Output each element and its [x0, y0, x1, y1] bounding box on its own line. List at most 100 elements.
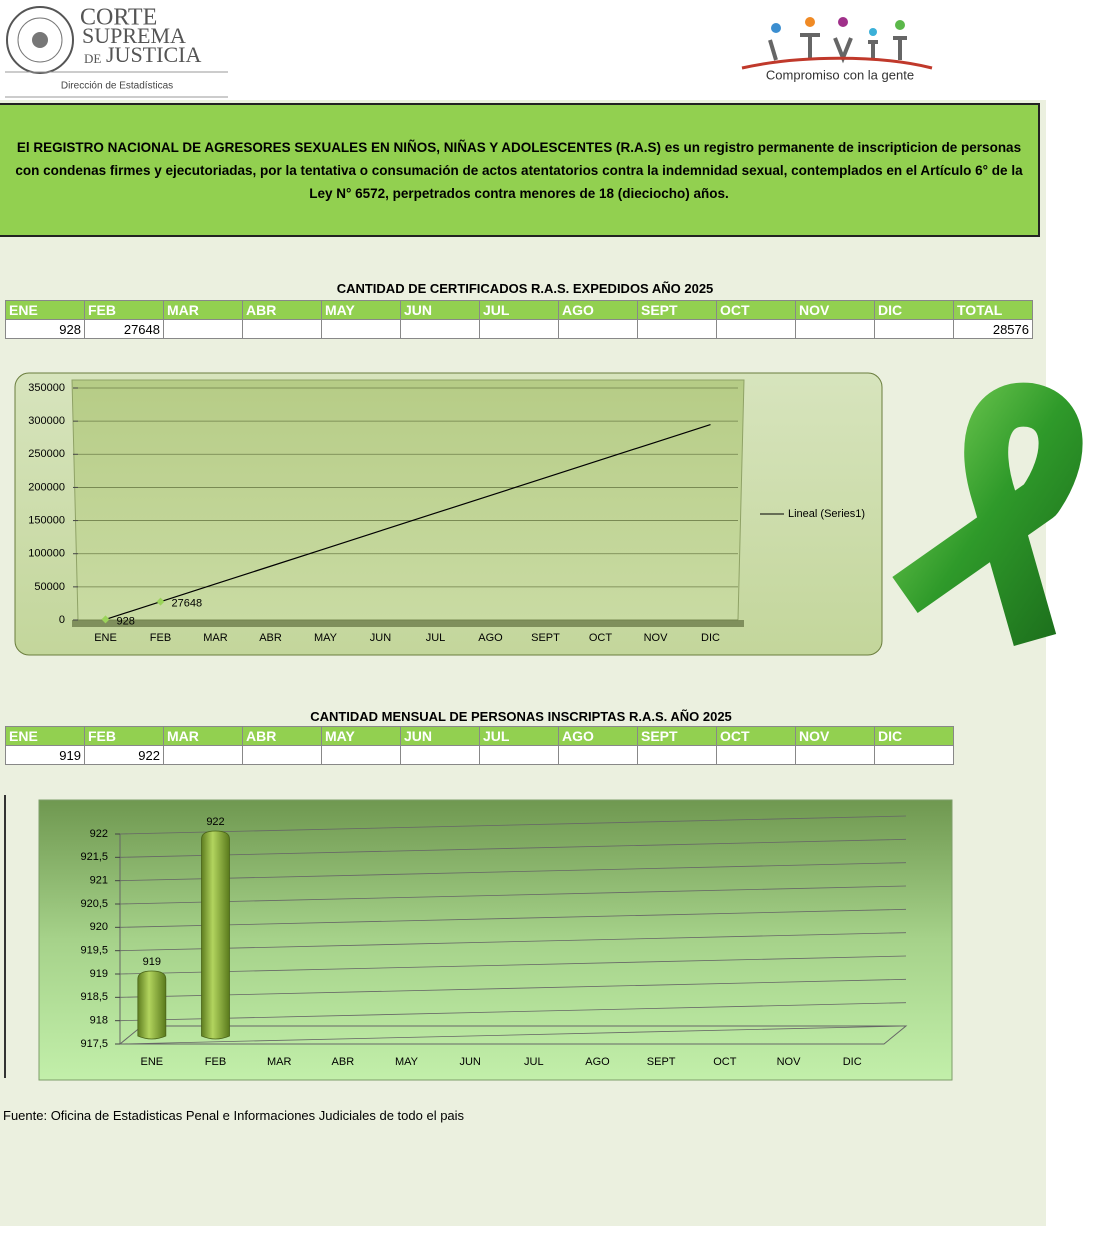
x-tick-label: ABR	[332, 1056, 355, 1068]
header-cell: ABR	[242, 726, 322, 746]
ribbon	[892, 382, 1083, 647]
y-tick-label: 918	[90, 1015, 108, 1027]
x-tick-label: AGO	[585, 1056, 610, 1068]
header-cell: ENE	[5, 300, 85, 320]
header-cell: OCT	[716, 726, 796, 746]
grid-line	[119, 885, 907, 905]
header-cell: AGO	[558, 300, 638, 320]
x-tick-label: ENE	[141, 1056, 164, 1068]
grid-line	[119, 955, 907, 975]
y-tick-label: 0	[59, 614, 65, 626]
header-cell: NOV	[795, 726, 875, 746]
header-cell: DIC	[874, 726, 954, 746]
y-tick-label: 918,5	[80, 991, 108, 1003]
point	[156, 597, 165, 606]
data-cell	[795, 745, 875, 765]
grid-line	[119, 815, 907, 835]
x-tick-label: JUN	[370, 632, 391, 644]
header-cell: FEB	[84, 300, 164, 320]
data-cell	[637, 745, 717, 765]
x-tick-label: SEPT	[647, 1056, 676, 1068]
x-tick-label: JUL	[426, 632, 446, 644]
x-tick-label: DIC	[843, 1056, 862, 1068]
department: Dirección de Estadísticas	[61, 81, 173, 92]
grid-line	[119, 932, 907, 952]
data-cell	[321, 319, 401, 339]
seal	[6, 6, 74, 74]
org-line: DE	[84, 51, 101, 66]
bar	[137, 970, 167, 1040]
legend-label: Lineal (Series1)	[788, 508, 865, 520]
header-cell: JUN	[400, 726, 480, 746]
x-tick-label: SEPT	[531, 632, 560, 644]
x-tick-label: DIC	[701, 632, 720, 644]
y-tick-label: 250000	[28, 448, 65, 460]
header-cell: ABR	[242, 300, 322, 320]
point	[101, 615, 110, 624]
data-cell	[400, 319, 480, 339]
y-tick-label: 920	[90, 921, 108, 933]
header-cell: AGO	[558, 726, 638, 746]
table-title: CANTIDAD DE CERTIFICADOS R.A.S. EXPEDIDO…	[336, 281, 714, 296]
y-tick-label: 922	[90, 828, 108, 840]
plot-floor	[72, 620, 744, 627]
data-cell	[558, 319, 638, 339]
y-tick-label: 300000	[28, 415, 65, 427]
data-label: 919	[143, 956, 161, 968]
x-tick-label: ABR	[259, 632, 282, 644]
grid-line	[119, 1002, 907, 1022]
grid-line	[119, 838, 907, 858]
data-cell	[242, 319, 322, 339]
x-tick-label: MAY	[314, 632, 338, 644]
banner: El REGISTRO NACIONAL DE AGRESORES SEXUAL…	[0, 103, 1040, 237]
x-tick-label: ENE	[94, 632, 117, 644]
data-cell	[242, 745, 322, 765]
header-cell: JUN	[400, 300, 480, 320]
y-tick-label: 920,5	[80, 898, 108, 910]
org-line: CORTE	[80, 5, 157, 31]
data-cell	[874, 319, 954, 339]
data-cell	[163, 745, 243, 765]
y-tick-label: 921,5	[80, 851, 108, 863]
data-cell: 27648	[84, 319, 164, 339]
data-cell: 28576	[953, 319, 1033, 339]
data-cell	[716, 319, 796, 339]
x-tick-label: OCT	[713, 1056, 737, 1068]
y-tick-label: 100000	[28, 548, 65, 560]
data-cell: 928	[5, 319, 85, 339]
x-tick-label: FEB	[150, 632, 171, 644]
header-cell: DIC	[874, 300, 954, 320]
slogan: Compromiso con la gente	[766, 67, 914, 82]
org-line: JUSTICIA	[106, 42, 201, 67]
data-table: ENE FEB MAR ABR MAY JUN JUL AGO SEPT OCT NOV DIC TOT…	[5, 300, 1033, 339]
y-tick-label: 919,5	[80, 945, 108, 957]
x-tick-label: JUN	[459, 1056, 480, 1068]
header-cell: MAY	[321, 300, 401, 320]
x-tick-label: JUL	[524, 1056, 544, 1068]
header-cell: MAY	[321, 726, 401, 746]
x-tick-label: NOV	[644, 632, 669, 644]
grid-line	[119, 908, 907, 928]
y-tick-label: 921	[90, 875, 108, 887]
header-cell: MAR	[163, 726, 243, 746]
data-cell	[637, 319, 717, 339]
data-cell	[163, 319, 243, 339]
header-cell: NOV	[795, 300, 875, 320]
header-cell: SEPT	[637, 300, 717, 320]
header-cell: TOTAL	[953, 300, 1033, 320]
data-label: 922	[206, 816, 224, 828]
grid-line	[119, 862, 907, 882]
header-row: ENE FEB MAR ABR MAY JUN JUL AGO SEPT OCT NOV DIC TOT…	[5, 300, 1033, 320]
data-cell	[795, 319, 875, 339]
data-row: 928 27648 28576	[5, 319, 1033, 339]
logo-figures	[741, 17, 933, 70]
source: Fuente: Oficina de Estadisticas Penal e …	[3, 1108, 465, 1123]
y-tick-label: 919	[90, 968, 108, 980]
org-line: SUPREMA	[82, 23, 186, 48]
x-tick-label: MAY	[395, 1056, 419, 1068]
x-tick-label: MAR	[203, 632, 228, 644]
trendline	[105, 423, 711, 620]
x-tick-label: AGO	[478, 632, 503, 644]
data-cell	[479, 745, 559, 765]
